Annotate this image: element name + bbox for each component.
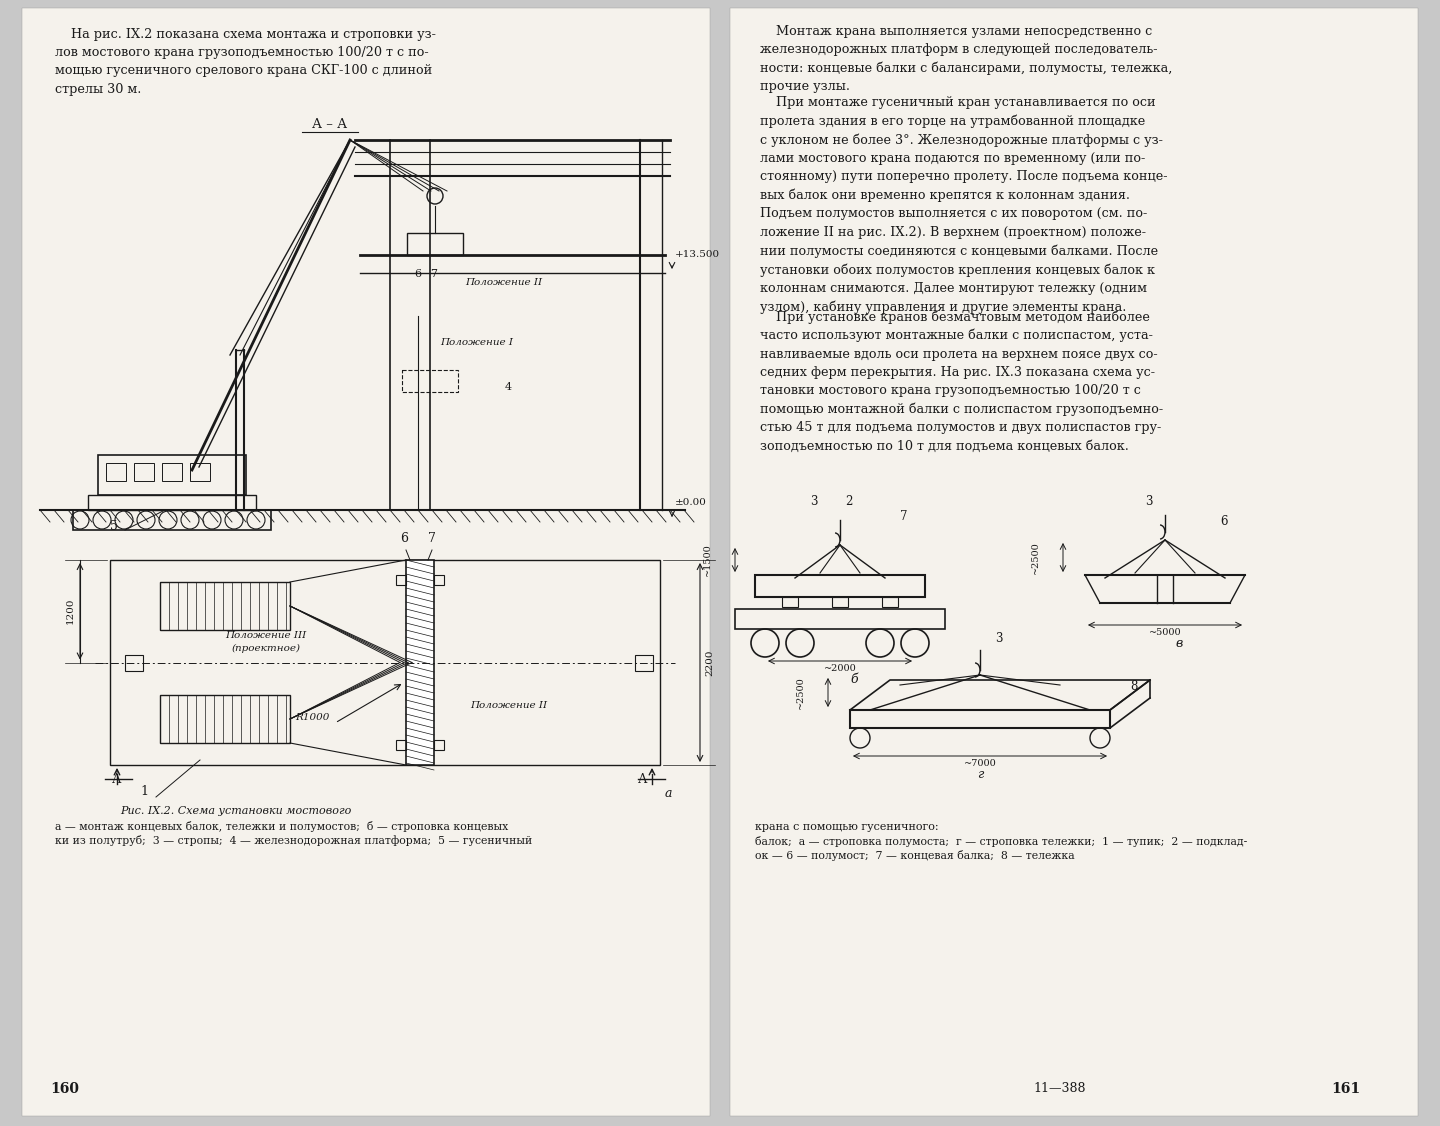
Bar	[190, 463, 210, 481]
Text: Монтаж крана выполняется узлами непосредственно с
железнодорожных платформ в сле: Монтаж крана выполняется узлами непосред…	[760, 25, 1172, 93]
Bar	[402, 370, 458, 392]
Text: При монтаже гусеничный кран устанавливается по оси
пролета здания в его торце на: При монтаже гусеничный кран устанавливае…	[760, 96, 1168, 314]
Text: 8: 8	[1130, 680, 1138, 692]
Text: ~2500: ~2500	[1031, 542, 1040, 574]
Text: 5: 5	[109, 520, 118, 533]
Text: А – А: А – А	[312, 118, 347, 131]
Bar	[881, 597, 899, 607]
Bar	[635, 654, 652, 670]
Bar	[107, 463, 127, 481]
Text: балок;  а — строповка полумоста;  г — строповка тележки;  1 — тупик;  2 — подкла: балок; а — строповка полумоста; г — стро…	[755, 835, 1247, 847]
Text: а — монтаж концевых балок, тележки и полумостов;  б — строповка концевых: а — монтаж концевых балок, тележки и пол…	[55, 821, 508, 832]
Text: ки из полутруб;  3 — стропы;  4 — железнодорожная платформа;  5 — гусеничный: ки из полутруб; 3 — стропы; 4 — железнод…	[55, 835, 533, 846]
Bar	[98, 455, 246, 495]
Bar	[433, 740, 444, 750]
Text: б: б	[850, 673, 858, 686]
Text: 1200: 1200	[65, 598, 75, 625]
Text: 2: 2	[845, 495, 852, 508]
Bar	[396, 575, 406, 586]
Bar	[782, 597, 798, 607]
Text: Рис. IX.2. Схема установки мостового: Рис. IX.2. Схема установки мостового	[120, 806, 351, 816]
Text: 1: 1	[140, 785, 148, 798]
Text: 2200: 2200	[706, 650, 714, 676]
Text: 7: 7	[431, 269, 436, 279]
Bar	[73, 510, 271, 530]
Bar	[88, 495, 256, 510]
Bar	[755, 575, 924, 597]
Text: ~2000: ~2000	[824, 664, 857, 673]
Text: 6: 6	[415, 269, 420, 279]
Bar	[161, 463, 181, 481]
Text: (проектное): (проектное)	[232, 644, 301, 653]
Text: г: г	[976, 768, 984, 781]
Text: в: в	[1175, 637, 1182, 650]
FancyBboxPatch shape	[22, 8, 710, 1116]
Text: ±0.00: ±0.00	[675, 498, 707, 507]
Bar	[396, 740, 406, 750]
Text: Положение II: Положение II	[469, 701, 547, 711]
Text: При установке кранов безмачтовым методом наиболее
часто используют монтажные бал: При установке кранов безмачтовым методом…	[760, 310, 1164, 453]
Text: 4: 4	[505, 382, 513, 392]
Bar	[160, 695, 289, 743]
Text: ~7000: ~7000	[963, 759, 996, 768]
Bar	[134, 463, 154, 481]
Text: ~2500: ~2500	[795, 676, 805, 709]
Text: На рис. IX.2 показана схема монтажа и строповки уз-
лов мостового крана грузопод: На рис. IX.2 показана схема монтажа и ст…	[55, 28, 436, 96]
Text: 160: 160	[50, 1082, 79, 1096]
Bar	[406, 560, 433, 765]
Text: крана с помощью гусеничного:: крана с помощью гусеничного:	[755, 822, 939, 832]
Text: 3: 3	[995, 632, 1002, 645]
Text: а: а	[665, 787, 672, 799]
Bar	[160, 582, 289, 631]
Text: ~1500: ~1500	[703, 544, 711, 577]
Bar	[433, 575, 444, 586]
Text: R1000: R1000	[295, 713, 330, 722]
Bar	[408, 233, 464, 254]
Bar	[109, 560, 660, 765]
Text: 7: 7	[900, 510, 907, 522]
Bar	[734, 609, 945, 629]
Text: Положение III: Положение III	[225, 631, 307, 640]
Text: 6: 6	[400, 531, 408, 545]
Text: ок — 6 — полумост;  7 — концевая балка;  8 — тележка: ок — 6 — полумост; 7 — концевая балка; 8…	[755, 850, 1074, 861]
Text: 161: 161	[1331, 1082, 1359, 1096]
Text: 7: 7	[428, 531, 436, 545]
Text: Положение I: Положение I	[441, 338, 513, 347]
Text: 11—388: 11—388	[1034, 1082, 1086, 1094]
Text: А: А	[638, 774, 648, 786]
Text: Положение II: Положение II	[465, 278, 541, 287]
Bar	[125, 654, 143, 670]
Text: 3: 3	[809, 495, 818, 508]
Text: А: А	[112, 774, 121, 786]
Text: ~5000: ~5000	[1149, 628, 1181, 637]
Text: 3: 3	[1145, 495, 1152, 508]
Bar	[832, 597, 848, 607]
Text: +13.500: +13.500	[675, 250, 720, 259]
Text: 6: 6	[1220, 515, 1227, 528]
FancyBboxPatch shape	[730, 8, 1418, 1116]
